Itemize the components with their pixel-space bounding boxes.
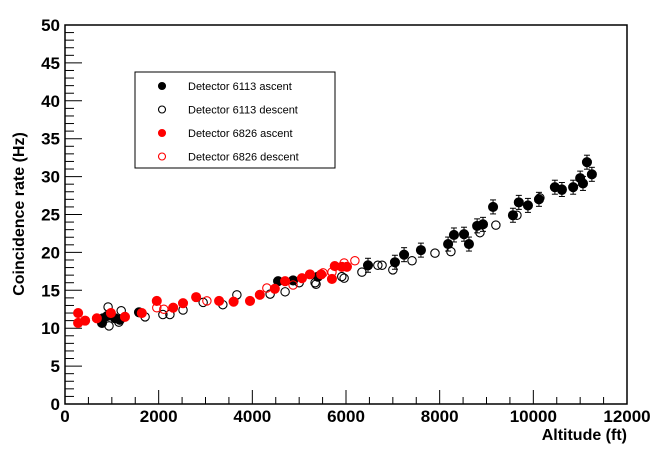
y-tick-label: 20	[41, 243, 60, 262]
data-point	[337, 271, 347, 282]
series-4	[152, 255, 360, 314]
data-point	[304, 269, 315, 280]
legend-label: Detector 6113 ascent	[188, 81, 292, 93]
data-point	[151, 295, 162, 306]
x-tick-label: 12000	[603, 407, 650, 426]
data-point	[407, 255, 417, 266]
x-tick-label: 10000	[510, 407, 557, 426]
x-axis-title: Altitude (ft)	[542, 427, 627, 444]
y-tick-label: 10	[41, 319, 60, 338]
data-point	[430, 248, 440, 258]
data-point	[191, 292, 202, 303]
data-point	[448, 229, 460, 241]
data-point	[581, 157, 593, 168]
data-points	[73, 154, 597, 331]
y-tick-label: 45	[41, 54, 60, 73]
legend-marker	[157, 128, 167, 138]
data-point	[350, 255, 360, 266]
data-point	[415, 245, 426, 256]
data-point	[202, 296, 212, 306]
data-point	[177, 298, 189, 309]
y-tick-label: 50	[41, 16, 60, 35]
data-point	[269, 283, 280, 294]
data-point	[254, 289, 265, 300]
data-point	[80, 315, 91, 326]
data-point	[377, 260, 387, 271]
y-tick-label: 15	[41, 281, 60, 300]
data-point	[262, 283, 272, 293]
y-tick-label: 25	[41, 206, 60, 225]
y-tick-label: 35	[41, 130, 60, 149]
series-1	[96, 154, 597, 328]
legend-label: Detector 6826 descent	[188, 152, 299, 164]
data-point	[280, 276, 291, 287]
data-point	[316, 269, 327, 280]
data-point	[512, 210, 522, 221]
data-point	[491, 220, 501, 230]
legend-marker	[157, 152, 167, 161]
data-point	[399, 249, 410, 260]
y-tick-label: 5	[51, 357, 60, 376]
data-point	[136, 307, 147, 319]
y-axis-title: Coincidence rate (Hz)	[11, 132, 28, 296]
data-point	[477, 219, 489, 230]
y-tick-label: 40	[41, 92, 60, 111]
data-point	[586, 169, 597, 180]
y-tick-label: 30	[41, 168, 60, 187]
data-point	[214, 295, 225, 306]
data-point	[535, 193, 545, 203]
data-point	[244, 295, 256, 306]
data-point	[152, 302, 162, 313]
data-point	[105, 307, 116, 319]
axis-ticks: 0 2000 4000 6000 8000 10000 12000 0 5 10 15 20 25 30 3…	[41, 16, 650, 426]
data-point	[513, 197, 524, 208]
data-point	[446, 246, 456, 257]
data-point	[463, 239, 474, 250]
data-point	[357, 267, 367, 277]
data-point	[158, 309, 168, 320]
data-point	[373, 260, 383, 271]
data-point	[362, 260, 374, 271]
x-tick-label: 6000	[327, 407, 365, 426]
data-point	[104, 321, 114, 331]
x-tick-label: 0	[60, 407, 69, 426]
data-point	[318, 268, 328, 278]
data-point	[339, 273, 349, 283]
data-point	[288, 280, 298, 290]
x-tick-label: 4000	[233, 407, 271, 426]
data-point	[389, 257, 400, 268]
data-point	[311, 279, 321, 289]
legend-marker	[157, 81, 167, 91]
legend-box	[134, 71, 336, 169]
data-point	[228, 296, 239, 307]
x-tick-label: 2000	[140, 407, 178, 426]
data-point	[522, 200, 533, 211]
legend: Detector 6113 ascent Detector 6113 descen…	[134, 71, 336, 169]
data-point	[114, 317, 124, 327]
y-tick-label: 0	[51, 395, 60, 414]
data-point	[73, 307, 84, 319]
data-point	[557, 185, 567, 195]
x-tick-label: 8000	[421, 407, 459, 426]
data-point	[577, 178, 589, 189]
legend-label: Detector 6826 ascent	[188, 128, 293, 140]
data-point	[568, 182, 579, 193]
legend-label: Detector 6113 descent	[188, 105, 298, 117]
data-point	[326, 273, 338, 284]
legend-marker	[157, 105, 167, 114]
data-point	[327, 267, 337, 277]
data-point	[296, 273, 308, 284]
data-point	[388, 265, 398, 275]
data-point	[159, 304, 169, 314]
data-point	[339, 258, 349, 268]
data-point	[310, 277, 320, 288]
data-point	[280, 287, 290, 297]
data-point	[119, 311, 130, 322]
data-point	[488, 201, 499, 212]
data-point	[475, 227, 485, 238]
data-point	[458, 229, 470, 240]
data-point	[168, 302, 179, 313]
data-point	[91, 313, 102, 324]
